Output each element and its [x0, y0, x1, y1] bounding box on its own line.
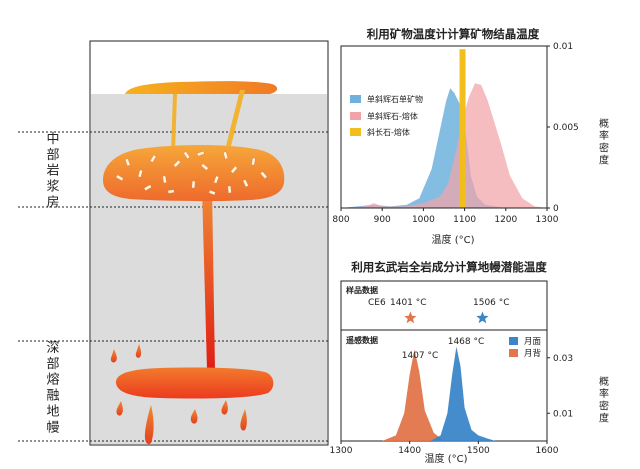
x-tick-label: 1500	[467, 446, 490, 456]
plot-area	[382, 346, 496, 441]
melt-droplets	[110, 344, 247, 445]
legend: 月面 月背	[509, 337, 542, 359]
mineral-temperature-chart: 利用矿物温度计计算矿物结晶温度 800 900 1000 1100 1200 1300 0…	[332, 27, 609, 246]
surface-lava-flow	[125, 81, 278, 94]
sample-value-nearside: 1506 °C	[473, 298, 510, 308]
feeder-dike	[226, 90, 245, 146]
legend-label: 月面	[524, 337, 542, 347]
cross-section-diagram: 中部岩浆房 深部熔融地幔	[18, 40, 329, 446]
x-tick-label: 1100	[453, 215, 476, 225]
legend-swatch	[509, 337, 518, 345]
star-nearside	[476, 311, 489, 324]
star-farside	[404, 311, 417, 324]
x-tick-label: 900	[374, 215, 391, 225]
series-nearside	[430, 346, 496, 441]
legend-label: 月背	[524, 348, 542, 359]
x-tick-label: 1400	[398, 446, 421, 456]
y-tick-label: 0.03	[553, 354, 573, 364]
y-axis-label: 概率密度	[599, 375, 609, 425]
legend-swatch	[350, 95, 361, 103]
y-tick-label: 0.01	[553, 409, 573, 419]
x-tick-label: 1200	[494, 215, 517, 225]
chart-title: 利用矿物温度计计算矿物结晶温度	[366, 27, 540, 41]
y-tick-label: 0.005	[553, 123, 579, 133]
y-axis-label: 概率密度	[599, 117, 609, 167]
peak-label-nearside: 1468 °C	[448, 337, 485, 347]
series-cpx-melt	[341, 83, 547, 208]
sample-section-label: 样品数据	[346, 285, 378, 295]
legend-swatch	[350, 112, 361, 120]
remote-section-label: 遥感数据	[346, 335, 378, 345]
middle-chamber-label: 中部岩浆房	[46, 132, 59, 210]
legend-label: 斜长石-熔体	[367, 127, 410, 137]
mantle-potential-temperature-chart: 利用玄武岩全岩成分计算地幔潜能温度 样品数据 遥感数据 CE6 1401 °C …	[330, 260, 609, 465]
plot-area	[341, 49, 547, 208]
y-tick-label: 0.01	[553, 42, 573, 52]
chart-title: 利用玄武岩全岩成分计算地幔潜能温度	[350, 260, 547, 274]
y-tick-label: 0	[553, 204, 559, 214]
peak-label-farside: 1407 °C	[402, 351, 439, 361]
x-tick-label: 1300	[536, 215, 559, 225]
middle-magma-chamber	[103, 145, 285, 202]
x-tick-label: 1600	[536, 446, 559, 456]
legend-label: 单斜辉石-熔体	[367, 111, 418, 121]
y-axis-ticks: 0 0.005 0.01	[547, 42, 579, 214]
feeder-dike	[171, 94, 177, 152]
legend-swatch	[509, 349, 518, 357]
x-axis-label: 温度 (°C)	[425, 452, 468, 465]
series-farside	[382, 349, 444, 441]
legend: 单斜辉石单矿物 单斜辉石-熔体 斜长石-熔体	[350, 94, 423, 137]
sample-stars	[404, 311, 489, 324]
legend-label: 单斜辉石单矿物	[367, 94, 423, 104]
x-tick-label: 800	[332, 215, 349, 225]
series-plag-melt	[459, 49, 466, 208]
crystals	[115, 150, 268, 196]
x-axis-ticks: 800 900 1000 1100 1200 1300	[332, 208, 559, 225]
y-axis-ticks: 0.01 0.03	[547, 354, 573, 419]
x-axis-label: 温度 (°C)	[432, 233, 475, 246]
deep-mantle-label: 深部熔融地幔	[46, 341, 59, 435]
sample-label: CE6	[368, 298, 386, 308]
x-tick-label: 1000	[412, 215, 435, 225]
x-tick-label: 1300	[330, 446, 353, 456]
legend-swatch	[350, 128, 361, 136]
magma-conduit	[202, 188, 215, 370]
x-axis-ticks: 1300 1400 1500 1600	[330, 441, 559, 456]
sample-value-farside: 1401 °C	[390, 298, 427, 308]
deep-melt-pool	[115, 367, 274, 399]
